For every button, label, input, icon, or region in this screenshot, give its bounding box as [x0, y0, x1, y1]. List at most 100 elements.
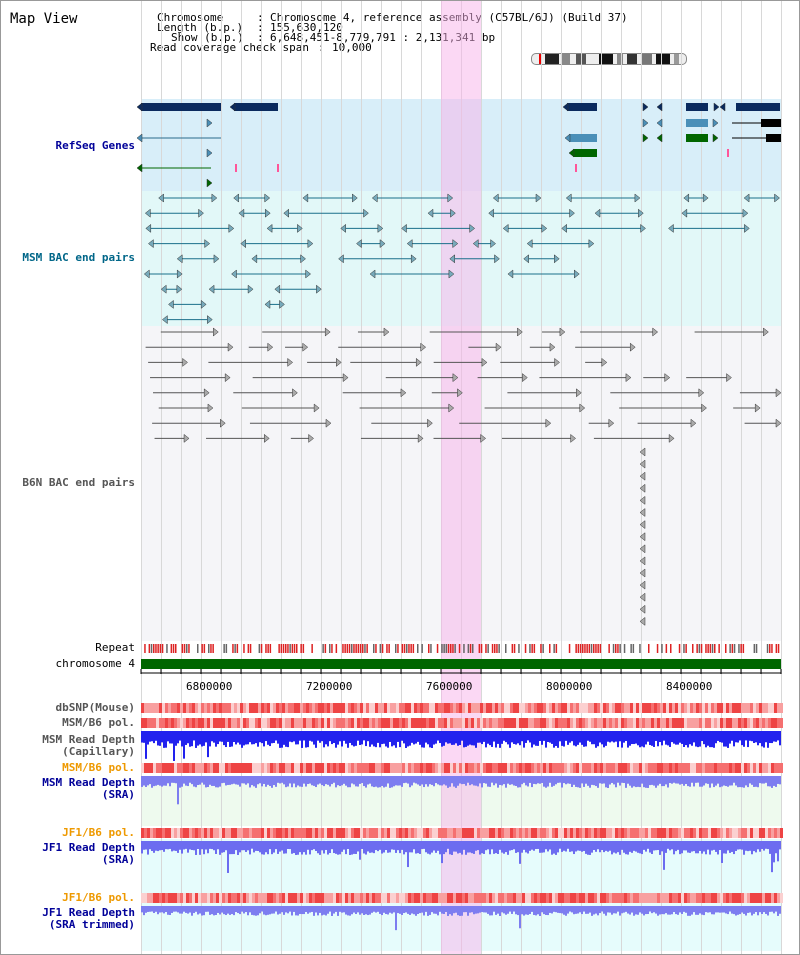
depth-bar: [555, 731, 557, 746]
msm-b6-pol-sra-label[interactable]: MSM/B6 pol.: [62, 761, 135, 774]
depth-bar: [561, 731, 563, 746]
depth-bar: [723, 776, 725, 786]
depth-bar: [551, 776, 553, 787]
depth-bar: [249, 731, 251, 743]
depth-bar: [563, 776, 565, 784]
depth-bar: [251, 906, 253, 915]
depth-bar: [675, 731, 677, 745]
jf1-depth-sra-label[interactable]: JF1 Read Depth: [42, 841, 135, 854]
polymorphism-cell: [417, 828, 420, 838]
depth-bar: [169, 841, 171, 849]
polymorphism-cell: [150, 893, 153, 903]
depth-bar: [507, 731, 509, 745]
depth-bar: [691, 731, 693, 746]
polymorphism-cell: [738, 703, 741, 713]
axis-tick-label: 6800000: [186, 680, 233, 693]
jf1-b6-pol-2-label[interactable]: JF1/B6 pol.: [62, 891, 135, 904]
msm-b6-pol-label[interactable]: MSM/B6 pol.: [62, 716, 135, 729]
polymorphism-cell: [375, 893, 378, 903]
b6n-bac-track-label[interactable]: B6N BAC end pairs: [22, 476, 135, 489]
polymorphism-cell: [321, 893, 324, 903]
jf1-depth-trimmed-label[interactable]: JF1 Read Depth: [42, 906, 135, 919]
polymorphism-cell: [192, 763, 195, 773]
depth-bar: [155, 731, 157, 741]
polymorphism-cell: [432, 893, 435, 903]
polymorphism-cell: [327, 703, 330, 713]
polymorphism-cell: [447, 718, 450, 728]
polymorphism-cell: [279, 893, 282, 903]
polymorphism-cell: [651, 893, 654, 903]
repeat-feature: [731, 644, 734, 653]
polymorphism-cell: [504, 893, 507, 903]
bac-end-marker: [338, 254, 344, 264]
depth-bar: [305, 841, 307, 855]
polymorphism-cell: [243, 718, 246, 728]
repeat-feature: [700, 644, 703, 653]
polymorphism-cell: [378, 703, 381, 713]
polymorphism-cell: [336, 893, 339, 903]
depth-bar: [667, 776, 669, 788]
depth-bar: [363, 906, 365, 915]
bac-end-marker: [427, 208, 434, 218]
depth-bar: [613, 731, 615, 743]
depth-bar: [269, 906, 271, 915]
polymorphism-cell: [489, 893, 492, 903]
polymorphism-cell: [621, 703, 624, 713]
depth-bar: [427, 731, 429, 745]
depth-bar: [661, 776, 663, 787]
jf1-b6-pol-label[interactable]: JF1/B6 pol.: [62, 826, 135, 839]
depth-bar: [643, 776, 645, 788]
polymorphism-cell: [618, 703, 621, 713]
depth-bar: [297, 841, 299, 855]
depth-bar: [345, 906, 347, 915]
depth-bar: [245, 731, 247, 745]
repeat-feature: [463, 644, 465, 653]
depth-bar: [767, 731, 769, 748]
depth-bar: [637, 841, 639, 853]
polymorphism-cell: [564, 718, 567, 728]
depth-bar: [509, 841, 511, 851]
polymorphism-cell: [744, 703, 747, 713]
depth-bar: [663, 906, 665, 915]
bac-end-marker: [352, 193, 358, 203]
polymorphism-cell: [771, 828, 774, 838]
polymorphism-cell: [240, 718, 243, 728]
chromosome-label: Chromosome: [157, 11, 224, 24]
dbsnp-track-label[interactable]: dbSNP(Mouse): [55, 701, 135, 714]
depth-bar: [627, 841, 629, 855]
repeat-feature: [597, 644, 599, 653]
depth-bar: [343, 776, 345, 784]
depth-bar: [565, 841, 567, 852]
chromosome-ideogram[interactable]: [531, 53, 687, 65]
polymorphism-cell: [219, 893, 222, 903]
polymorphism-cell: [651, 763, 654, 773]
polymorphism-cell: [579, 893, 582, 903]
depth-bar: [767, 906, 769, 916]
polymorphism-cell: [531, 763, 534, 773]
depth-bar: [287, 906, 289, 914]
bac-end-marker: [449, 254, 455, 264]
depth-bar: [715, 841, 717, 852]
repeat-feature: [755, 644, 758, 653]
depth-bar: [399, 731, 401, 748]
polymorphism-cell: [555, 893, 558, 903]
polymorphism-cell: [483, 763, 486, 773]
refseq-track-label[interactable]: RefSeq Genes: [55, 139, 135, 152]
selected-region-highlight[interactable]: [441, 1, 481, 954]
polymorphism-cell: [294, 828, 297, 838]
msm-bac-track-label[interactable]: MSM BAC end pairs: [22, 251, 135, 264]
polymorphism-cell: [711, 828, 714, 838]
polymorphism-cell: [240, 703, 243, 713]
depth-bar: [609, 776, 611, 785]
msm-depth-sra-label[interactable]: MSM Read Depth: [42, 776, 135, 789]
depth-bar: [615, 906, 617, 914]
repeat-feature: [208, 644, 210, 653]
depth-bar: [459, 776, 461, 784]
polymorphism-cell: [195, 828, 198, 838]
repeat-feature: [188, 644, 190, 653]
depth-bar: [561, 776, 563, 788]
msm-depth-capillary-label[interactable]: MSM Read Depth: [42, 733, 135, 746]
polymorphism-cell: [753, 828, 756, 838]
polymorphism-cell: [756, 828, 759, 838]
